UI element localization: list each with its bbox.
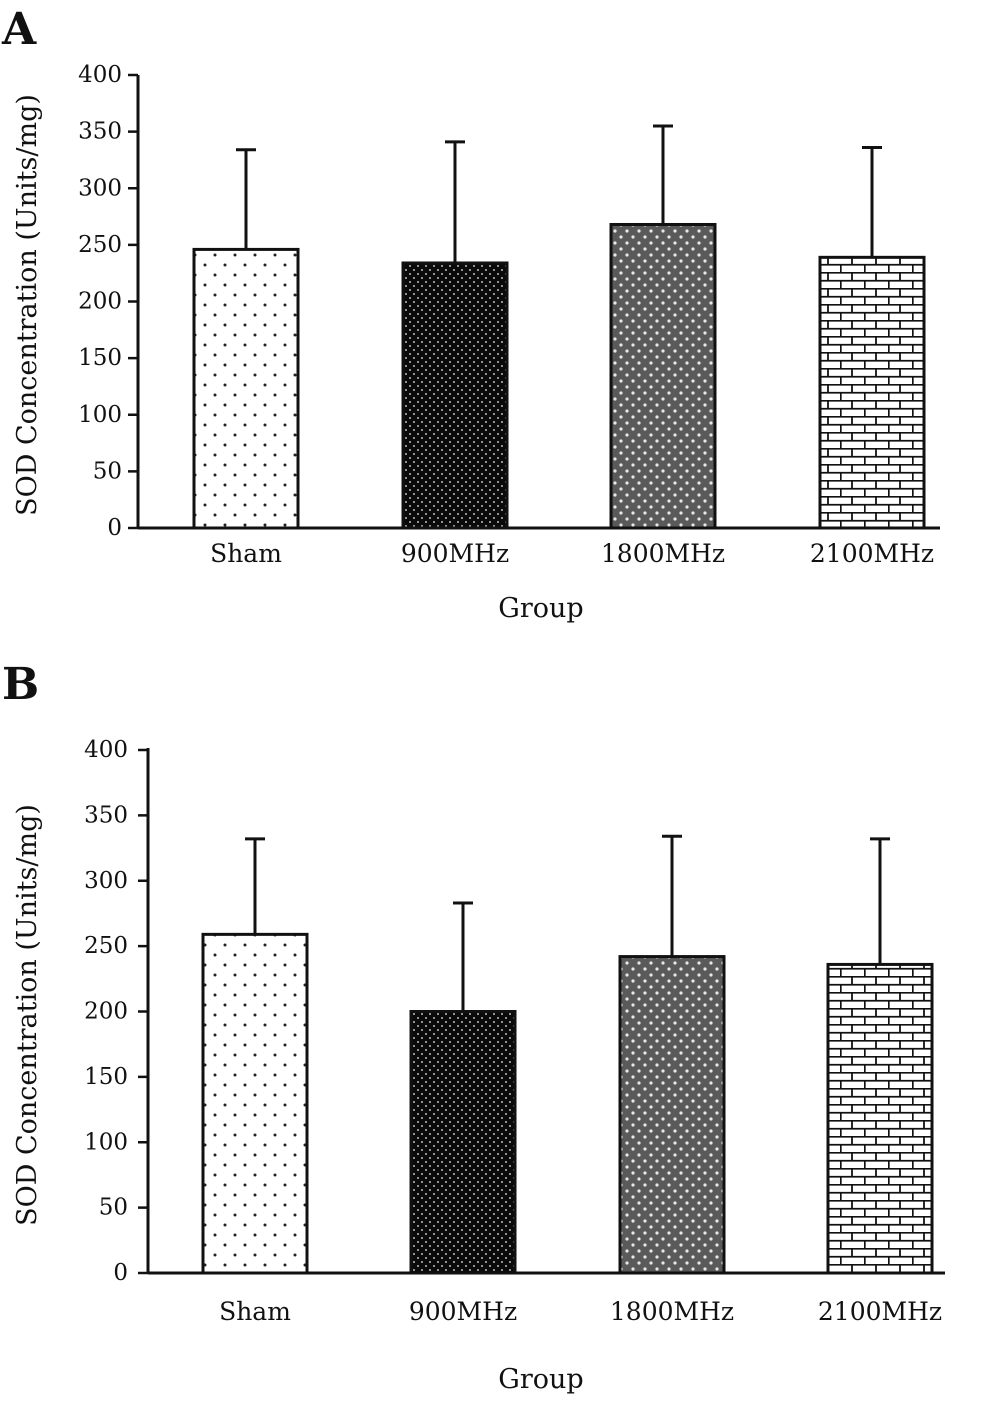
- y-tick-label: 100: [84, 1129, 128, 1155]
- y-tick-label: 350: [84, 802, 128, 828]
- x-tick-label: Sham: [210, 539, 282, 568]
- y-tick-label: 150: [78, 345, 122, 371]
- y-tick-label: 150: [84, 1064, 128, 1090]
- y-tick-label: 400: [84, 737, 128, 763]
- x-tick-label: Sham: [219, 1297, 291, 1326]
- y-tick-label: 100: [78, 402, 122, 428]
- bar-1800mhz: [618, 955, 726, 1275]
- x-tick-label: 1800MHz: [610, 1297, 734, 1326]
- bar-1800mhz: [609, 222, 717, 530]
- panel-label: A: [1, 4, 37, 55]
- y-tick-label: 50: [99, 1195, 128, 1221]
- bars: [201, 834, 934, 1275]
- y-tick-label: 0: [113, 1260, 128, 1286]
- y-axis-ticks: 0 50 100 150 200 250 300 350 400: [84, 737, 148, 1286]
- x-axis-tick-labels: Sham 900MHz 1800MHz 2100MHz: [219, 1297, 942, 1326]
- x-axis-title: Group: [498, 593, 583, 624]
- bar-900mhz: [401, 261, 509, 530]
- y-axis-title: SOD Concentration (Units/mg): [12, 94, 43, 516]
- chart-panel-a: A SOD Concentration (Units/mg) Group 0 50…: [1, 4, 940, 624]
- panel-label: B: [2, 659, 39, 710]
- y-tick-label: 400: [78, 62, 122, 88]
- x-tick-label: 900MHz: [409, 1297, 517, 1326]
- y-tick-label: 300: [78, 175, 122, 201]
- y-tick-label: 50: [93, 458, 122, 484]
- bar-900mhz: [409, 1010, 517, 1275]
- y-tick-label: 0: [107, 515, 122, 541]
- bar-2100mhz: [826, 962, 934, 1275]
- chart-panel-b: B SOD Concentration (Units/mg) Group 0 50…: [2, 659, 945, 1395]
- y-tick-label: 350: [78, 119, 122, 145]
- x-axis-tick-labels: Sham 900MHz 1800MHz 2100MHz: [210, 539, 934, 568]
- x-tick-label: 900MHz: [401, 539, 509, 568]
- x-tick-label: 2100MHz: [818, 1297, 942, 1326]
- y-tick-label: 300: [84, 868, 128, 894]
- bar-2100mhz: [818, 255, 926, 530]
- y-axis-ticks: 0 50 100 150 200 250 300 350 400: [78, 62, 138, 541]
- y-axis-title: SOD Concentration (Units/mg): [12, 804, 43, 1226]
- bar-sham: [192, 247, 300, 530]
- bars: [192, 124, 926, 530]
- bar-sham: [201, 932, 309, 1275]
- y-tick-label: 200: [84, 999, 128, 1025]
- x-tick-label: 1800MHz: [601, 539, 725, 568]
- x-axis-title: Group: [498, 1364, 583, 1395]
- x-tick-label: 2100MHz: [810, 539, 934, 568]
- y-tick-label: 250: [78, 232, 122, 258]
- y-tick-label: 250: [84, 933, 128, 959]
- y-tick-label: 200: [78, 289, 122, 315]
